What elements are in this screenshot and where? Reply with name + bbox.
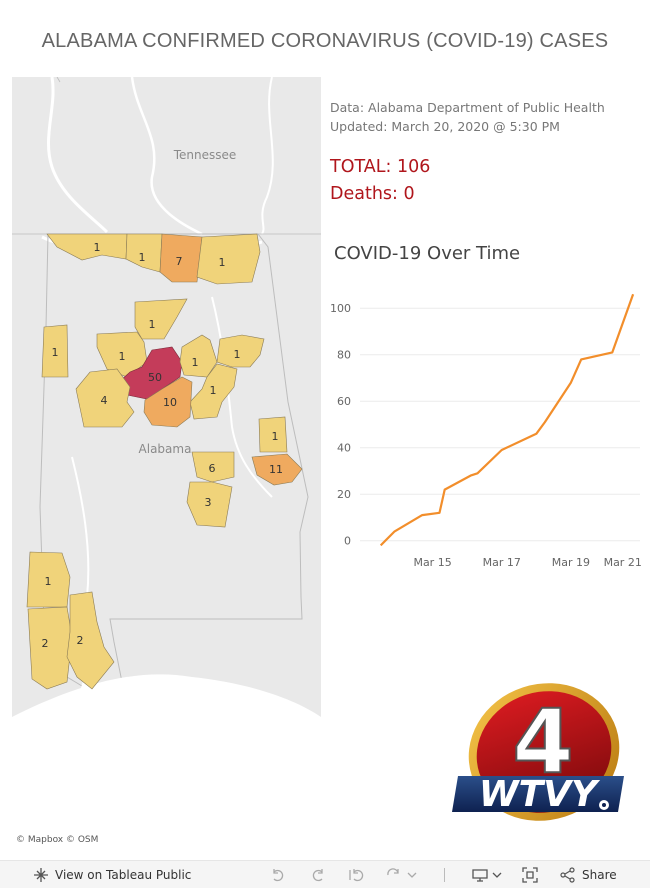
- county-lauderdale[interactable]: [46, 233, 128, 261]
- line-chart[interactable]: 0 20 40 60 80 100 Mar 15 Mar 17 Mar 19 Mar 21: [322, 275, 644, 575]
- view-on-tableau-label: View on Tableau Public: [55, 867, 192, 882]
- county-chambers[interactable]: [258, 416, 288, 453]
- y-tick-60: 60: [337, 395, 351, 408]
- label-talladega: 1: [210, 384, 217, 397]
- x-tick-2: Mar 19: [552, 556, 590, 569]
- label-montgomery: 3: [205, 496, 212, 509]
- logo-number: 4: [512, 690, 573, 793]
- county-mobile[interactable]: [27, 606, 73, 690]
- y-tick-20: 20: [337, 488, 351, 501]
- logo-text: WTVY: [479, 774, 601, 815]
- label-jefferson: 50: [148, 371, 162, 384]
- county-elmore[interactable]: [191, 451, 235, 483]
- x-axis-ticks: Mar 15 Mar 17 Mar 19 Mar 21: [413, 556, 641, 569]
- refresh-icon: [387, 867, 417, 878]
- county-calhoun[interactable]: [216, 334, 265, 368]
- label-lauderdale: 1: [94, 241, 101, 254]
- page-title: ALABAMA CONFIRMED CORONAVIRUS (COVID-19)…: [41, 30, 609, 52]
- label-washington: 1: [45, 575, 52, 588]
- river: [47, 77, 109, 234]
- series-line-cases[interactable]: [379, 293, 635, 547]
- stats-block: TOTAL: 106 Deaths: 0: [330, 154, 430, 208]
- y-tick-80: 80: [337, 349, 351, 362]
- gulf-water: [12, 674, 321, 847]
- county-limestone[interactable]: [125, 233, 163, 273]
- label-st-clair: 1: [192, 356, 199, 369]
- label-walker: 1: [119, 350, 126, 363]
- y-tick-100: 100: [330, 302, 351, 315]
- alabama-map[interactable]: 1 1 7 1 1 1 1 50 1 1 1 4 10 1 11 6 3 1 2…: [12, 77, 321, 847]
- label-elmore: 6: [209, 462, 216, 475]
- tableau-toolbar: View on Tableau Public Share: [0, 860, 650, 888]
- chart-title: COVID-19 Over Time: [334, 243, 521, 264]
- x-tick-3: Mar 21: [604, 556, 642, 569]
- download-button[interactable]: [472, 861, 502, 888]
- tableau-icon: [34, 867, 48, 882]
- share-label: Share: [582, 867, 617, 882]
- redo-icon: [312, 868, 323, 881]
- y-tick-40: 40: [337, 442, 351, 455]
- revert-icon: [349, 868, 364, 881]
- share-button[interactable]: Share: [560, 861, 617, 888]
- label-jackson: 1: [219, 256, 226, 269]
- county-montgomery[interactable]: [186, 481, 233, 528]
- total-cases: TOTAL: 106: [330, 157, 431, 177]
- updated-time: Updated: March 20, 2020 @ 5:30 PM: [330, 119, 560, 134]
- view-on-tableau-button[interactable]: View on Tableau Public: [34, 861, 191, 888]
- counties: [26, 233, 303, 690]
- chart-gridlines: [360, 307, 640, 542]
- county-madison[interactable]: [159, 233, 203, 283]
- state-border-west: [56, 77, 61, 83]
- y-axis-ticks: 0 20 40 60 80 100: [330, 302, 351, 547]
- label-mobile: 2: [42, 637, 49, 650]
- label-lee: 11: [269, 463, 283, 476]
- label-baldwin: 2: [77, 634, 84, 647]
- county-st-clair[interactable]: [179, 334, 218, 378]
- river: [71, 456, 90, 598]
- map-canvas: 1 1 7 1 1 1 1 50 1 1 1 4 10 1 11 6 3 1 2…: [12, 77, 321, 847]
- map-attribution[interactable]: © Mapbox © OSM: [16, 835, 99, 845]
- county-lamar[interactable]: [41, 324, 69, 378]
- river: [130, 77, 203, 236]
- logo-banner: [452, 776, 624, 812]
- river: [261, 77, 274, 235]
- label-tennessee: Tennessee: [173, 148, 237, 162]
- x-tick-0: Mar 15: [413, 556, 451, 569]
- county-tuscaloosa[interactable]: [75, 368, 135, 428]
- refresh-button[interactable]: [386, 861, 420, 888]
- county-cullman[interactable]: [134, 298, 188, 340]
- share-icon: [560, 866, 575, 883]
- label-lamar: 1: [52, 346, 59, 359]
- county-baldwin[interactable]: [66, 591, 115, 690]
- source-info: Data: Alabama Department of Public Healt…: [330, 98, 630, 136]
- undo-button[interactable]: [270, 861, 286, 888]
- label-chambers: 1: [272, 430, 279, 443]
- river: [211, 296, 273, 498]
- label-limestone: 1: [139, 251, 146, 264]
- label-madison: 7: [176, 255, 183, 268]
- county-lee[interactable]: [251, 453, 303, 486]
- y-tick-0: 0: [344, 535, 351, 548]
- undo-icon: [273, 868, 284, 881]
- wtvy-logo: 4 WTVY: [452, 683, 624, 821]
- label-alabama: Alabama: [139, 442, 192, 456]
- county-washington[interactable]: [26, 551, 71, 608]
- county-talladega[interactable]: [189, 363, 238, 420]
- x-tick-1: Mar 17: [483, 556, 521, 569]
- fullscreen-icon: [522, 866, 538, 883]
- label-tuscaloosa: 4: [101, 394, 108, 407]
- label-shelby: 10: [163, 396, 177, 409]
- county-labels: 1 1 7 1 1 1 1 50 1 1 1 4 10 1 11 6 3 1 2…: [42, 241, 284, 650]
- county-shelby[interactable]: [143, 376, 193, 428]
- label-calhoun: 1: [234, 348, 241, 361]
- total-deaths: Deaths: 0: [330, 184, 415, 204]
- data-source: Data: Alabama Department of Public Healt…: [330, 100, 605, 115]
- label-cullman: 1: [149, 318, 156, 331]
- fullscreen-button[interactable]: [522, 861, 538, 888]
- revert-button[interactable]: [348, 861, 366, 888]
- county-jackson[interactable]: [196, 233, 261, 285]
- redo-button[interactable]: [310, 861, 326, 888]
- download-icon: [472, 868, 502, 882]
- toolbar-divider: [444, 861, 445, 888]
